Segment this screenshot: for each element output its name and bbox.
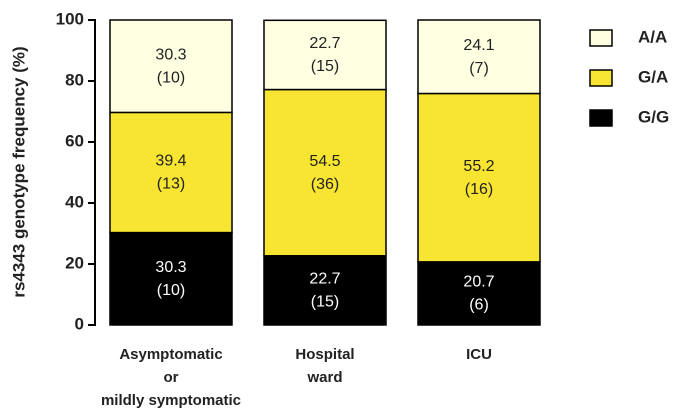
count-label: (16) xyxy=(465,181,493,198)
count-label: (36) xyxy=(311,176,339,193)
bar-segment xyxy=(417,19,541,95)
legend-swatch xyxy=(589,109,613,127)
count-label: (10) xyxy=(157,69,185,86)
x-tick-label: ward xyxy=(306,369,342,386)
bar-segment xyxy=(109,111,233,234)
bar-segment xyxy=(109,19,233,114)
data-label: 30.3 xyxy=(155,46,186,63)
x-tick-label: Asymptomatic xyxy=(119,346,222,363)
bar-segment xyxy=(263,88,387,257)
bar-segment xyxy=(417,92,541,263)
bar-segment xyxy=(263,19,387,91)
legend-label: G/A xyxy=(638,67,668,86)
legend-swatch xyxy=(589,69,613,87)
x-tick-label: or xyxy=(164,369,179,386)
data-label: 54.5 xyxy=(309,153,340,170)
data-label: 55.2 xyxy=(463,158,494,175)
count-label: (7) xyxy=(469,60,489,77)
count-label: (6) xyxy=(469,297,489,314)
data-label: 22.7 xyxy=(309,35,340,52)
legend-label: A/A xyxy=(638,27,667,46)
x-tick-label: Hospital xyxy=(295,346,354,363)
y-tick-label: 100 xyxy=(56,9,84,28)
count-label: (13) xyxy=(157,176,185,193)
y-tick-label: 0 xyxy=(75,314,84,333)
x-tick-label: mildly symptomatic xyxy=(101,392,241,408)
y-tick-label: 20 xyxy=(65,253,84,272)
data-label: 24.1 xyxy=(463,37,494,54)
bar-segment xyxy=(263,255,387,326)
legend-swatch xyxy=(589,29,613,47)
count-label: (15) xyxy=(311,58,339,75)
data-label: 39.4 xyxy=(155,153,186,170)
y-axis-label: rs4343 genotype frequency (%) xyxy=(9,46,28,297)
data-label: 30.3 xyxy=(155,259,186,276)
count-label: (10) xyxy=(157,282,185,299)
y-tick-label: 40 xyxy=(65,192,84,211)
count-label: (15) xyxy=(311,294,339,311)
data-label: 22.7 xyxy=(309,271,340,288)
bar-segment xyxy=(109,231,233,326)
x-tick-label: ICU xyxy=(466,346,492,363)
y-tick-label: 60 xyxy=(65,131,84,150)
y-tick-label: 80 xyxy=(65,70,84,89)
bar-segment xyxy=(417,261,541,326)
legend-label: G/G xyxy=(638,107,669,126)
data-label: 20.7 xyxy=(463,274,494,291)
